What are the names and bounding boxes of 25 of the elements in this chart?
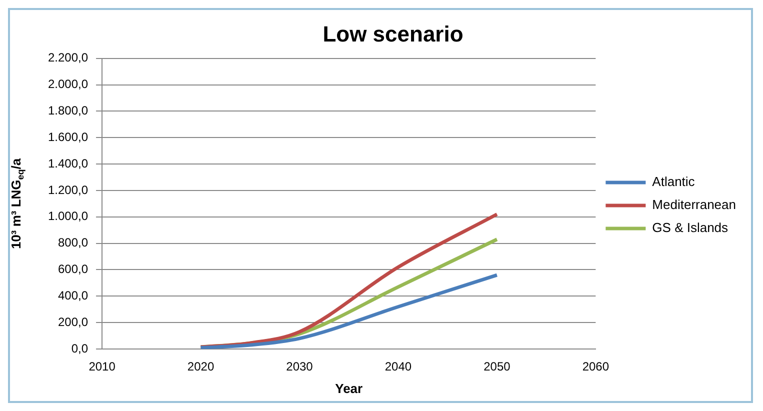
legend-label: GS & Islands [652, 220, 729, 236]
y-tick-label: 1.400,0 [48, 156, 88, 170]
x-tick-label: 2060 [582, 360, 610, 374]
y-tick-label: 800,0 [58, 236, 88, 250]
y-tick-label: 400,0 [58, 288, 88, 302]
y-axis-title: 10³ m³ LNGeq/a [8, 158, 26, 250]
x-axis-title: Year [335, 380, 363, 396]
legend-label: Mediterranean [652, 197, 736, 212]
y-tick-label: 200,0 [58, 314, 88, 329]
x-tick-label: 2020 [187, 360, 214, 374]
y-tick-label: 600,0 [58, 262, 88, 276]
x-tick-label: 2050 [484, 360, 511, 374]
y-tick-label: 2.000,0 [48, 77, 88, 92]
y-tick-label: 1.800,0 [48, 104, 88, 118]
chart-title: Low scenario [322, 21, 464, 46]
y-tick-label: 2.200,0 [48, 50, 88, 65]
y-tick-label: 1.000,0 [48, 209, 88, 224]
legend-label: Atlantic [652, 174, 696, 190]
x-tick-label: 2030 [286, 360, 314, 374]
x-tick-label: 2040 [384, 360, 412, 374]
line-series [199, 273, 499, 349]
y-tick-label: 1.200,0 [48, 182, 88, 197]
y-tick-label: 0,0 [71, 341, 88, 356]
x-tick-label: 2010 [88, 360, 116, 374]
y-tick-label: 1.600,0 [48, 130, 88, 144]
